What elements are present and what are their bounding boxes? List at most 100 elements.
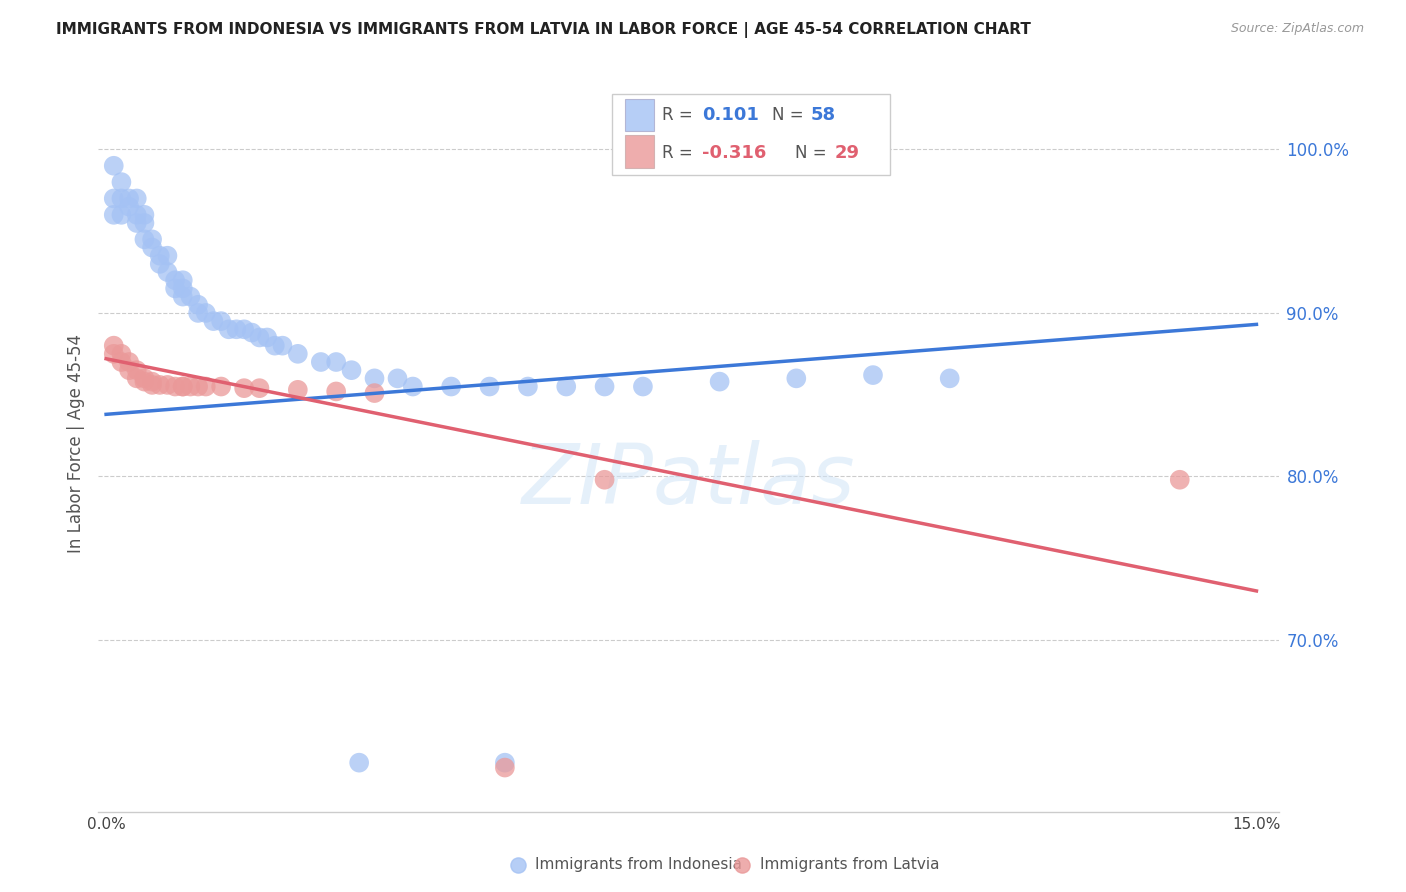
Point (363, 386, 385, 401)
Point (402, 379, 425, 393)
Point (494, 760, 516, 774)
Point (555, 379, 578, 393)
Text: 29: 29 (834, 144, 859, 161)
Point (494, 756, 516, 770)
Point (118, 363, 141, 377)
Text: 0.101: 0.101 (702, 106, 759, 124)
Point (340, 363, 363, 377)
Point (156, 265, 179, 279)
Point (134, 232, 156, 246)
Point (165, 379, 187, 393)
Point (156, 249, 179, 263)
Text: 0.0%: 0.0% (87, 817, 125, 831)
Point (709, 375, 731, 389)
Point (141, 375, 163, 389)
Point (1168, 473, 1191, 487)
Text: R =: R = (662, 106, 693, 124)
Point (271, 338, 294, 352)
Text: N =: N = (772, 106, 803, 124)
Point (141, 240, 163, 254)
Point (785, 371, 807, 385)
Point (134, 208, 156, 222)
FancyBboxPatch shape (612, 95, 890, 175)
Point (309, 355, 332, 369)
Point (202, 314, 225, 328)
Point (263, 338, 285, 352)
Point (149, 377, 172, 392)
Point (134, 216, 156, 230)
Text: Immigrants from Indonesia: Immigrants from Indonesia (536, 857, 742, 872)
FancyBboxPatch shape (626, 99, 654, 131)
Point (103, 159, 125, 173)
Point (110, 355, 132, 369)
Point (118, 355, 141, 369)
Point (110, 208, 132, 222)
Point (103, 208, 125, 222)
Point (249, 330, 271, 344)
FancyBboxPatch shape (626, 136, 654, 168)
Point (516, 379, 538, 393)
Point (387, 371, 409, 385)
Point (209, 379, 232, 393)
Point (172, 281, 194, 295)
Text: Source: ZipAtlas.com: Source: ZipAtlas.com (1230, 22, 1364, 36)
Point (287, 347, 309, 361)
Text: N =: N = (796, 144, 827, 161)
Point (149, 249, 172, 263)
Point (478, 379, 501, 393)
Point (125, 191, 148, 205)
Point (103, 347, 125, 361)
Text: -0.316: -0.316 (702, 144, 766, 161)
Point (187, 306, 209, 320)
Point (179, 289, 201, 303)
Point (103, 338, 125, 352)
Point (179, 379, 201, 393)
Point (110, 347, 132, 361)
Point (125, 371, 148, 385)
Point (325, 355, 347, 369)
Point (233, 322, 256, 336)
Point (134, 375, 156, 389)
Point (363, 371, 385, 385)
Point (225, 322, 247, 336)
Point (287, 383, 309, 397)
Point (209, 314, 232, 328)
Point (440, 379, 463, 393)
Point (141, 232, 163, 246)
Y-axis label: In Labor Force | Age 45-54: In Labor Force | Age 45-54 (66, 334, 84, 553)
Point (325, 384, 347, 399)
Point (118, 191, 141, 205)
Point (256, 330, 278, 344)
Point (593, 473, 616, 487)
Point (194, 379, 217, 393)
Point (172, 273, 194, 287)
Point (172, 289, 194, 303)
Point (862, 368, 884, 382)
Point (134, 371, 156, 385)
Point (110, 191, 132, 205)
Point (165, 281, 187, 295)
Point (125, 363, 148, 377)
Point (347, 756, 370, 770)
Point (149, 257, 172, 271)
Text: R =: R = (662, 144, 693, 161)
Point (938, 371, 960, 385)
Point (172, 379, 194, 393)
Point (240, 326, 263, 340)
Point (125, 208, 148, 222)
Point (631, 379, 654, 393)
Point (125, 216, 148, 230)
Point (233, 381, 256, 395)
Point (593, 379, 616, 393)
Point (103, 191, 125, 205)
Point (218, 322, 240, 336)
Point (118, 200, 141, 214)
Point (187, 379, 209, 393)
Text: ZIPatlas: ZIPatlas (522, 440, 856, 521)
Point (156, 377, 179, 392)
Point (249, 381, 271, 395)
Point (194, 306, 217, 320)
Point (110, 175, 132, 189)
Text: 58: 58 (811, 106, 835, 124)
Point (141, 377, 163, 392)
